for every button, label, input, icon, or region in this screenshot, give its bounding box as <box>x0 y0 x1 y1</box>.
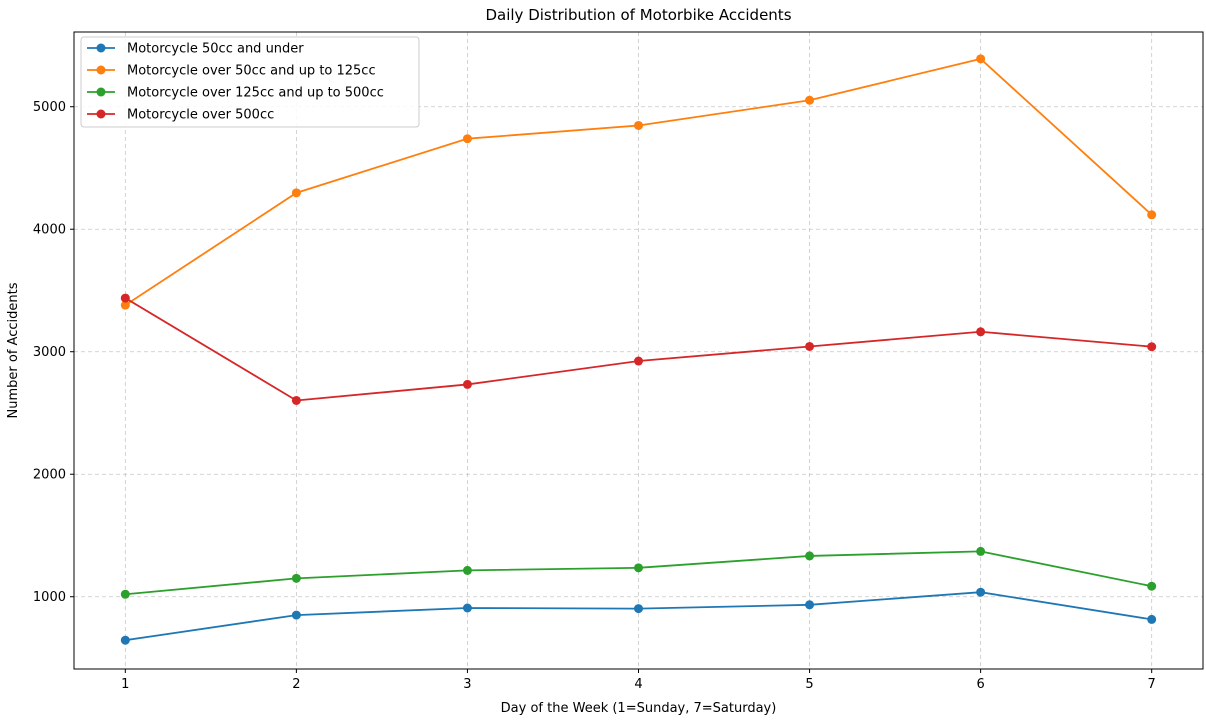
data-point <box>291 573 301 583</box>
y-axis-label: Number of Accidents <box>6 282 21 418</box>
legend-item: Motorcycle over 500cc <box>87 108 274 123</box>
legend-label: Motorcycle over 125cc and up to 500cc <box>127 86 384 101</box>
data-point <box>462 379 472 389</box>
data-point <box>805 341 815 351</box>
x-tick-label: 7 <box>1148 677 1156 692</box>
x-tick-label: 6 <box>976 677 984 692</box>
data-point <box>120 635 130 645</box>
x-tick-label: 2 <box>292 677 300 692</box>
legend-label: Motorcycle over 500cc <box>127 108 274 123</box>
data-point <box>976 587 986 597</box>
y-tick-label: 2000 <box>33 468 66 483</box>
data-point <box>1147 614 1157 624</box>
data-point <box>634 563 643 573</box>
y-tick-label: 3000 <box>33 345 66 360</box>
data-point <box>462 565 472 575</box>
data-point <box>976 327 986 337</box>
data-point <box>976 546 986 556</box>
x-tick-label: 1 <box>121 677 129 692</box>
series-2 <box>120 54 1157 310</box>
x-axis-label: Day of the Week (1=Sunday, 7=Saturday) <box>501 701 777 716</box>
series-3 <box>120 546 1157 599</box>
data-point <box>291 610 301 620</box>
data-point <box>634 120 643 130</box>
legend-marker <box>96 109 106 119</box>
data-point <box>805 551 815 561</box>
legend-marker <box>96 65 106 75</box>
x-tick-label: 3 <box>463 677 471 692</box>
data-point <box>805 95 815 105</box>
series-4 <box>120 293 1157 405</box>
data-point <box>1147 342 1157 352</box>
legend-item: Motorcycle 50cc and under <box>87 42 304 57</box>
data-point <box>291 188 301 198</box>
data-point <box>976 54 986 64</box>
x-tick-label: 4 <box>634 677 642 692</box>
legend: Motorcycle 50cc and under Motorcycle over… <box>80 36 420 128</box>
axes: 1 2 3 4 5 6 7 1000 2000 3000 4000 5000 <box>33 100 1156 692</box>
data-point <box>634 356 643 366</box>
y-tick-label: 5000 <box>33 100 66 115</box>
legend-item: Motorcycle over 125cc and up to 500cc <box>87 86 384 101</box>
data-point <box>634 604 643 614</box>
series-1 <box>120 587 1157 645</box>
data-point <box>291 395 301 405</box>
data-point <box>462 603 472 613</box>
legend-label: Motorcycle over 50cc and up to 125cc <box>127 64 376 79</box>
data-point <box>120 589 130 599</box>
chart-title: Daily Distribution of Motorbike Accident… <box>485 6 791 24</box>
y-tick-label: 4000 <box>33 223 66 238</box>
data-point <box>120 300 130 310</box>
legend-box <box>80 36 420 128</box>
legend-marker <box>96 43 106 53</box>
x-tick-label: 5 <box>805 677 813 692</box>
legend-label: Motorcycle 50cc and under <box>127 42 304 57</box>
legend-item: Motorcycle over 50cc and up to 125cc <box>87 64 376 79</box>
legend-marker <box>96 87 106 97</box>
data-point <box>462 134 472 144</box>
data-point <box>1147 210 1157 220</box>
data-point <box>805 600 815 610</box>
y-tick-label: 1000 <box>33 590 66 605</box>
series-group <box>120 54 1157 645</box>
data-point <box>1147 581 1157 591</box>
data-point <box>120 293 130 303</box>
